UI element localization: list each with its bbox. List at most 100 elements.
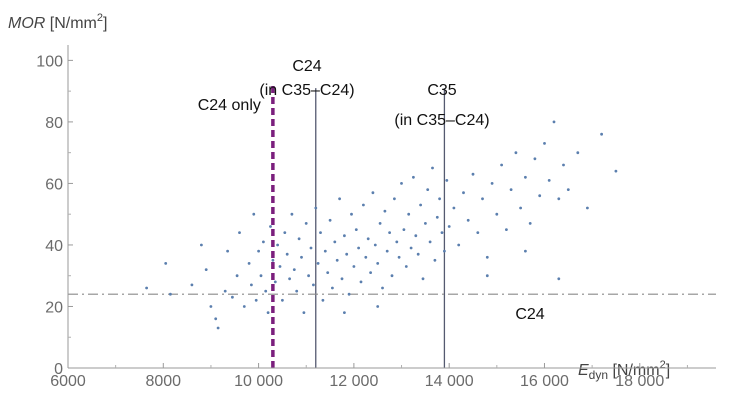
data-point	[524, 249, 527, 253]
data-point	[466, 218, 470, 222]
data-point	[145, 286, 149, 290]
data-point	[319, 231, 322, 235]
data-point	[250, 283, 253, 287]
data-point	[214, 317, 218, 321]
data-point	[404, 265, 408, 268]
data-point	[226, 249, 230, 253]
x-axis-label-close: ]	[666, 362, 670, 379]
data-point	[457, 243, 461, 247]
data-point	[390, 274, 394, 278]
data-point	[278, 265, 282, 268]
x-tick-label: 16 000	[520, 373, 569, 390]
x-axis-label-sup: 2	[660, 359, 666, 371]
data-point	[614, 169, 618, 173]
svg-text:MOR [N/mm2]: MOR [N/mm2]	[8, 12, 107, 32]
data-point	[316, 262, 320, 265]
data-point	[381, 286, 384, 290]
data-point	[340, 277, 344, 281]
data-point	[323, 249, 327, 253]
y-tick-label: 60	[45, 176, 63, 193]
data-point	[471, 172, 475, 176]
data-point	[402, 228, 406, 232]
data-point	[307, 274, 310, 278]
data-point	[373, 243, 377, 247]
data-point	[262, 240, 265, 244]
data-point	[326, 271, 330, 274]
data-point	[409, 246, 413, 250]
data-point	[533, 157, 537, 161]
data-point	[476, 231, 480, 235]
data-point	[462, 191, 465, 195]
annotation-c24-sub: (in C35–C24)	[259, 82, 354, 99]
data-point	[314, 206, 318, 210]
data-point	[302, 311, 306, 314]
x-axis-label-unit: [N/mm	[608, 362, 660, 379]
data-point	[447, 225, 451, 228]
data-point	[231, 295, 234, 299]
data-point	[352, 265, 356, 268]
data-point	[190, 283, 194, 287]
data-point	[519, 206, 522, 210]
data-point	[397, 255, 401, 259]
data-point	[576, 151, 580, 155]
data-point	[252, 212, 256, 216]
data-point	[273, 280, 277, 284]
data-point	[362, 203, 365, 207]
data-point	[288, 277, 291, 281]
annotation-c35-sub: (in C35–C24)	[394, 112, 489, 129]
data-point	[543, 142, 546, 145]
y-tick-label: 40	[45, 238, 63, 255]
data-point	[271, 258, 275, 262]
data-point	[269, 225, 272, 228]
data-point	[524, 175, 527, 179]
y-axis-label: MOR [N/mm2]	[8, 12, 107, 32]
data-point	[347, 292, 351, 296]
data-point	[235, 274, 239, 278]
annotation-c35: C35	[427, 82, 456, 99]
data-point	[414, 234, 418, 238]
x-tick-label: 18 000	[615, 373, 664, 390]
data-point	[242, 305, 246, 308]
x-axis-label: Edyn [N/mm2]	[578, 359, 670, 382]
y-tick-label: 80	[45, 115, 63, 132]
data-point	[547, 179, 551, 182]
data-point	[266, 311, 270, 314]
y-axis-label-unit: [N/mm	[45, 15, 97, 32]
data-point	[600, 132, 603, 136]
data-point	[281, 298, 284, 302]
data-point	[285, 252, 289, 256]
data-point	[359, 280, 363, 284]
data-point	[443, 249, 446, 253]
annotation-c24: C24	[292, 58, 321, 75]
data-point	[395, 240, 399, 244]
data-point	[385, 249, 389, 253]
data-point	[485, 274, 489, 278]
data-point	[259, 274, 263, 278]
data-point	[407, 212, 411, 216]
data-point	[376, 305, 380, 308]
data-point	[290, 212, 294, 216]
data-point	[371, 191, 375, 195]
data-point	[495, 212, 499, 216]
data-point	[481, 197, 484, 201]
data-point	[343, 234, 346, 238]
data-point	[345, 252, 349, 256]
data-point	[304, 222, 308, 225]
y-tick-label: 20	[45, 299, 63, 316]
data-point	[364, 255, 368, 259]
data-point	[238, 231, 241, 235]
data-point	[376, 262, 380, 265]
data-point	[366, 237, 370, 241]
data-point	[435, 215, 439, 219]
data-point	[509, 188, 513, 192]
x-axis-label-main: E	[578, 362, 589, 379]
data-point	[312, 283, 315, 287]
data-point	[369, 271, 372, 274]
data-point	[204, 268, 208, 271]
data-point	[216, 326, 220, 330]
data-point	[350, 212, 353, 216]
data-point	[485, 255, 489, 259]
y-axis-label-main: MOR	[8, 15, 46, 32]
data-point	[500, 163, 503, 167]
